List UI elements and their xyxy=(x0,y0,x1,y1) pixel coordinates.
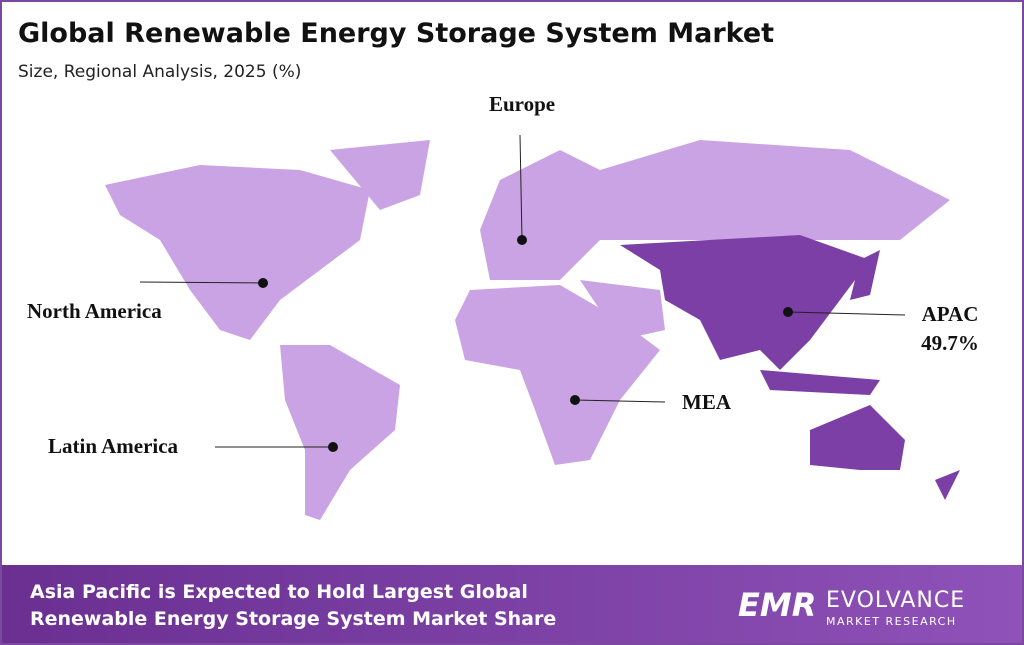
region-label: Latin America xyxy=(48,434,179,458)
middle-east-shape xyxy=(580,280,665,340)
australia-shape xyxy=(810,405,905,470)
europe-shape xyxy=(480,150,600,280)
asia-shape xyxy=(620,235,870,370)
apac-map xyxy=(620,235,960,500)
japan-shape xyxy=(850,250,880,300)
russia-shape xyxy=(600,140,950,240)
title: Global Renewable Energy Storage System M… xyxy=(18,18,774,49)
new-zealand-shape xyxy=(935,470,960,500)
region-label: Europe xyxy=(489,92,555,116)
footer-headline: Asia Pacific is Expected to Hold Largest… xyxy=(30,581,528,603)
region-label: APAC xyxy=(922,302,979,326)
greenland-shape xyxy=(330,140,430,210)
region-dot xyxy=(328,442,338,452)
region-dot xyxy=(783,307,793,317)
subtitle: Size, Regional Analysis, 2025 (%) xyxy=(18,62,301,82)
region-label: North America xyxy=(27,299,162,323)
leader-line xyxy=(787,311,906,316)
leader-line xyxy=(519,134,523,241)
leader-line xyxy=(574,399,666,403)
brand-name: EVOLVANCE xyxy=(826,588,965,613)
footer-headline: Renewable Energy Storage System Market S… xyxy=(30,608,556,630)
region-share: 49.7% xyxy=(921,331,979,355)
leader-lines xyxy=(139,134,906,448)
latin-america-shape xyxy=(280,345,400,520)
region-dot xyxy=(570,395,580,405)
leader-line xyxy=(139,281,264,284)
logo-mark: EMR xyxy=(738,586,816,624)
africa-shape xyxy=(455,285,660,465)
footer-banner xyxy=(2,565,1022,643)
north-america-shape xyxy=(105,165,370,340)
brand-tagline: MARKET RESEARCH xyxy=(826,615,957,628)
region-dot xyxy=(517,235,527,245)
indonesia-shape xyxy=(760,370,880,395)
world-map xyxy=(105,140,950,520)
region-dots xyxy=(258,235,793,452)
region-label: MEA xyxy=(682,390,732,414)
region-dot xyxy=(258,278,268,288)
